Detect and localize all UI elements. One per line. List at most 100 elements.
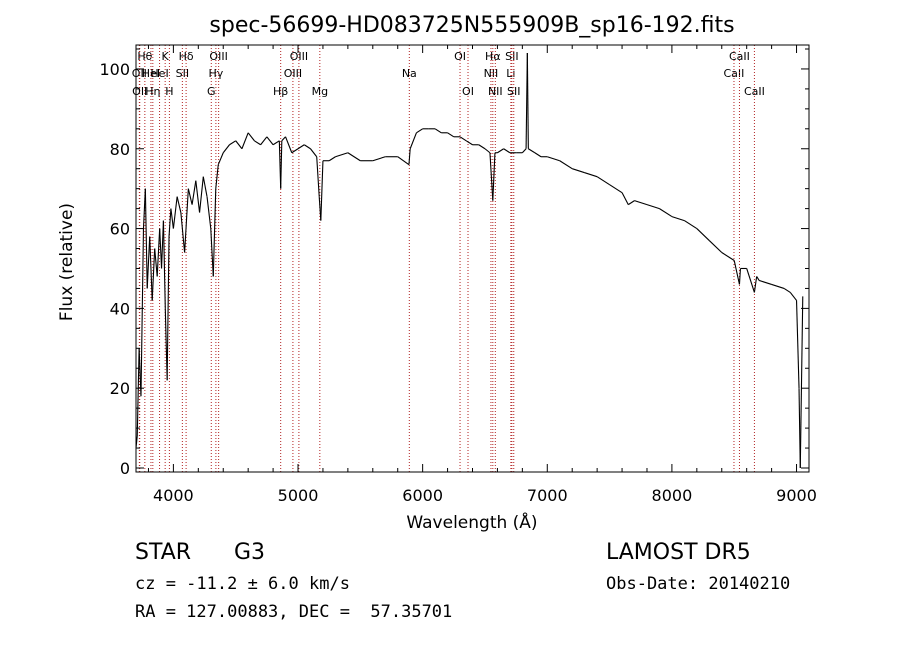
spectrum-segment	[559, 160, 573, 170]
spectrum-segment	[526, 52, 529, 149]
y-tick-label: 0	[120, 459, 130, 478]
spectrum-segment	[191, 180, 197, 205]
spectrum-segment	[156, 228, 161, 277]
spectrum-segment	[217, 152, 224, 165]
y-tick-label: 80	[110, 140, 130, 159]
marker-label: CaII	[729, 50, 750, 63]
spectrum-segment	[671, 216, 685, 222]
spectrum-segment	[212, 188, 217, 277]
spectrum-segment	[708, 240, 723, 253]
spectrum-segment	[503, 148, 511, 154]
spectrum-segment	[154, 248, 158, 277]
spectrum-segment	[272, 140, 280, 146]
spectrum-segment	[151, 248, 156, 301]
x-tick-label: 8000	[652, 486, 693, 505]
spectrum-segment	[206, 196, 212, 229]
spectrum-segment	[684, 220, 698, 230]
marker-label: Hθ	[137, 50, 152, 63]
spectrum-segment	[202, 176, 208, 197]
subclass: G3	[234, 540, 266, 565]
marker-label: OIII	[209, 50, 227, 63]
spectrum-segment	[756, 276, 760, 281]
marker-label: SII	[176, 67, 189, 80]
marker-label: NII	[488, 85, 503, 98]
marker-label: H	[165, 85, 173, 98]
cz-value: cz = -11.2 ± 6.0 km/s	[135, 574, 350, 594]
marker-label: OIII	[290, 50, 308, 63]
spectrum-segment	[521, 148, 527, 154]
marker-label: NII	[484, 67, 499, 80]
spectrum-segment	[235, 140, 243, 150]
spectrum-segment	[260, 136, 268, 146]
spectrum-segment	[534, 152, 542, 158]
spectrum-segment	[409, 132, 417, 149]
spectrum-segment	[166, 236, 170, 381]
spectrum-segment	[596, 176, 610, 186]
spectrum-segment	[184, 188, 189, 253]
spectrum-segment	[335, 152, 349, 158]
marker-label: SII	[505, 50, 518, 63]
spectrum-segment	[397, 156, 410, 166]
spectrum-segment	[497, 148, 504, 154]
spectrum-segment	[478, 144, 486, 150]
spectrum-segment	[738, 268, 742, 285]
y-tick-label: 40	[110, 299, 130, 318]
spectrum-segment	[721, 252, 735, 261]
spectrum-segment	[146, 236, 151, 289]
spectrum-segment	[215, 164, 219, 189]
marker-label: Li	[506, 67, 515, 80]
spectrum-segment	[168, 208, 172, 237]
x-axis-label: Wavelength (Å)	[406, 511, 537, 533]
spectrum-segment	[172, 196, 178, 229]
spectrum-segment	[320, 160, 324, 221]
survey-name: LAMOST DR5	[606, 540, 751, 565]
spectrum-segment	[180, 212, 186, 253]
spectrum-segment	[799, 296, 804, 469]
spectrum-segment	[492, 152, 496, 201]
spectrum-segment	[149, 236, 153, 301]
spectrum-segment	[195, 180, 201, 213]
marker-label: K	[162, 50, 170, 63]
spectrum-segment	[783, 287, 791, 293]
marker-label: Hγ	[208, 67, 223, 80]
coordinates: RA = 127.00883, DEC = 57.35701	[135, 602, 453, 622]
spectrum-segment	[746, 268, 755, 293]
spectrum-segment	[144, 188, 148, 289]
spectrum-segment	[229, 140, 237, 146]
spectrum-segment	[199, 176, 204, 213]
spectrum-segment	[434, 128, 442, 134]
spectrum-segment	[136, 348, 140, 437]
marker-label: Hδ	[179, 50, 194, 63]
spectrum-segment	[484, 148, 491, 154]
spectrum-segment	[372, 156, 386, 162]
spectrum-segment	[408, 148, 411, 165]
x-tick-label: 4000	[153, 486, 194, 505]
marker-label: G	[207, 85, 216, 98]
marker-label: Hα	[485, 50, 501, 63]
spectrum-segment	[465, 140, 473, 146]
y-tick-label: 100	[99, 60, 130, 79]
spectrum-segment	[210, 228, 214, 277]
spectrum-segment	[170, 208, 174, 229]
spectrum-segment	[222, 144, 230, 154]
spectrum-segment	[162, 220, 166, 309]
marker-label: Na	[402, 67, 417, 80]
y-tick-label: 20	[110, 379, 130, 398]
spectrum-segment	[584, 172, 598, 178]
spectrum-segment	[696, 228, 710, 241]
spectrum-segment	[733, 260, 740, 285]
spectrum-series	[135, 52, 804, 469]
spectrum-segment	[266, 136, 274, 146]
marker-label: Hη	[145, 85, 160, 98]
spectrum-segment	[310, 148, 318, 158]
spectrum-segment	[281, 136, 286, 142]
marker-label: SII	[507, 85, 520, 98]
marker-label: CaII	[744, 85, 765, 98]
spectrum-segment	[646, 204, 660, 210]
x-tick-label: 9000	[776, 486, 817, 505]
spectrum-segment	[187, 188, 193, 205]
x-tick-label: 6000	[402, 486, 443, 505]
x-tick-label: 7000	[527, 486, 568, 505]
marker-label: Hβ	[273, 85, 288, 98]
spectrum-segment	[328, 156, 336, 162]
